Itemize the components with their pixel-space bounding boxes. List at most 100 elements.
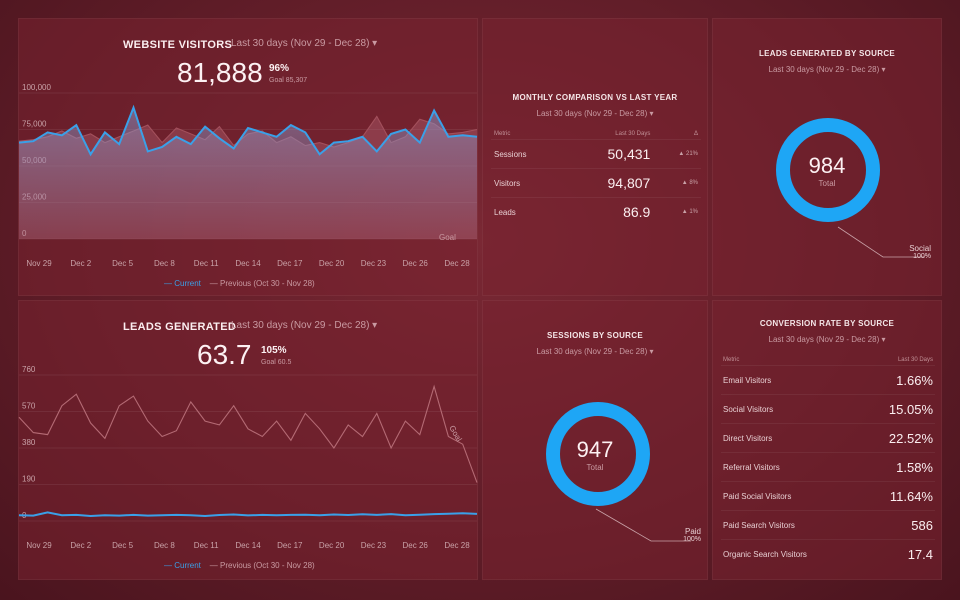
- metric-value: 86.9: [562, 197, 654, 226]
- chart-legend: — Current — Previous (Oct 30 - Nov 28): [164, 561, 315, 570]
- widget-title: MONTHLY COMPARISON VS LAST YEAR: [512, 93, 678, 102]
- donut-ring: [776, 118, 880, 222]
- x-tick-label: Dec 23: [360, 541, 387, 550]
- x-tick-label: Dec 2: [70, 259, 92, 268]
- callout-source: Paid: [684, 527, 701, 536]
- conversion-table: Metric Last 30 Days Email Visitors 1.66%…: [721, 355, 935, 568]
- widget-title: LEADS GENERATED: [123, 321, 237, 333]
- source-name: Organic Search Visitors: [721, 539, 860, 568]
- table-row: Visitors 94,807 ▲ 8%: [491, 168, 701, 198]
- y-tick-label: 570: [22, 402, 36, 411]
- source-value: 22.52%: [859, 423, 935, 453]
- metric-delta: ▲ 8%: [653, 168, 701, 198]
- source-name: Email Visitors: [721, 365, 860, 395]
- callout-percent: 100%: [913, 253, 931, 260]
- goal-text: Goal 85,307: [269, 77, 308, 84]
- col-header: Metric: [494, 131, 511, 137]
- callout-label: Social 100%: [873, 244, 931, 260]
- leads-source-donut: [776, 118, 880, 222]
- donut-total: 947: [576, 437, 614, 462]
- date-range-dropdown[interactable]: Last 30 days (Nov 29 - Dec 28) ▾: [768, 65, 886, 74]
- x-tick-label: Dec 23: [360, 259, 387, 268]
- source-value: 586: [859, 510, 935, 540]
- goal-percent: 105%: [261, 345, 287, 356]
- sessions-by-source-widget: SESSIONS BY SOURCE Last 30 days (Nov 29 …: [482, 300, 708, 580]
- table-row: Direct Visitors 22.52%: [721, 423, 935, 453]
- legend-previous[interactable]: — Previous (Oct 30 - Nov 28): [209, 561, 315, 570]
- col-header: Metric: [723, 357, 740, 363]
- goal-line-label: Goal: [439, 233, 456, 242]
- widget-title: SESSIONS BY SOURCE: [547, 331, 643, 340]
- callout-percent: 100%: [683, 536, 701, 543]
- date-range-dropdown[interactable]: Last 30 days (Nov 29 - Dec 28) ▾: [231, 38, 378, 49]
- widget-title: LEADS GENERATED BY SOURCE: [758, 49, 896, 58]
- date-range-dropdown[interactable]: Last 30 days (Nov 29 - Dec 28) ▾: [536, 109, 654, 118]
- x-tick-label: Dec 26: [402, 541, 428, 550]
- table-row: Sessions 50,431 ▲ 21%: [491, 139, 701, 169]
- metric-delta: ▲ 1%: [653, 197, 701, 226]
- donut-total: 984: [808, 153, 846, 178]
- donut-total-label: Total: [586, 463, 604, 472]
- website-visitors-widget: WEBSITE VISITORS Last 30 days (Nov 29 - …: [18, 18, 478, 296]
- series-line-current: [18, 511, 478, 518]
- y-tick-label: 760: [22, 365, 36, 374]
- x-tick-label: Dec 5: [112, 259, 134, 268]
- source-value: 15.05%: [859, 394, 935, 424]
- metric-name: Sessions: [491, 139, 563, 169]
- x-tick-label: Dec 2: [70, 541, 92, 550]
- widget-title: WEBSITE VISITORS: [123, 39, 233, 51]
- y-tick-label: 100,000: [22, 83, 51, 92]
- col-header: Last 30 Days: [615, 131, 651, 137]
- x-tick-label: Nov 29: [26, 259, 52, 268]
- goal-text: Goal 60.5: [261, 359, 292, 366]
- col-header: Δ: [693, 131, 698, 137]
- metric-delta: ▲ 21%: [653, 139, 701, 169]
- x-tick-label: Dec 17: [277, 259, 303, 268]
- series-line-current: [18, 104, 478, 157]
- x-tick-label: Dec 20: [318, 259, 345, 268]
- donut-total-label: Total: [818, 179, 836, 188]
- source-name: Paid Social Visitors: [721, 481, 860, 511]
- metric-value: 50,431: [562, 139, 654, 169]
- callout-source: Social: [909, 244, 931, 253]
- date-range-dropdown[interactable]: Last 30 days (Nov 29 - Dec 28) ▾: [768, 335, 886, 344]
- x-tick-label: Dec 26: [402, 259, 428, 268]
- x-tick-label: Nov 29: [26, 541, 52, 550]
- table-row: Leads 86.9 ▲ 1%: [491, 197, 701, 226]
- metric-value: 94,807: [562, 168, 654, 198]
- legend-current[interactable]: — Current: [164, 279, 201, 288]
- date-range-dropdown[interactable]: Last 30 days (Nov 29 - Dec 28) ▾: [231, 320, 378, 331]
- x-tick-label: Dec 11: [193, 259, 219, 268]
- source-value: 17.4: [859, 539, 935, 568]
- x-tick-label: Dec 14: [235, 259, 261, 268]
- x-tick-label: Dec 17: [277, 541, 303, 550]
- legend-current[interactable]: — Current: [164, 561, 201, 570]
- table-row: Paid Social Visitors 11.64%: [721, 481, 935, 511]
- sessions-source-donut: [546, 402, 650, 506]
- widget-title: CONVERSION RATE BY SOURCE: [759, 319, 895, 328]
- series-area-current: [19, 107, 477, 239]
- source-value: 1.66%: [859, 365, 935, 395]
- legend-previous[interactable]: — Previous (Oct 30 - Nov 28): [209, 279, 315, 288]
- metric-name: Leads: [491, 197, 563, 226]
- x-tick-label: Dec 8: [153, 541, 175, 550]
- x-tick-label: Dec 5: [112, 541, 134, 550]
- donut-ring: [546, 402, 650, 506]
- source-name: Social Visitors: [721, 394, 860, 424]
- callout-label: Paid 100%: [643, 527, 701, 543]
- source-value: 11.64%: [859, 481, 935, 511]
- series-line-previous: [18, 384, 478, 483]
- col-header: Last 30 Days: [897, 357, 933, 363]
- x-tick-label: Dec 8: [153, 259, 175, 268]
- source-name: Referral Visitors: [721, 452, 860, 482]
- main-value: 81,888: [177, 57, 263, 88]
- x-tick-label: Dec 14: [235, 541, 261, 550]
- table-row: Organic Search Visitors 17.4: [721, 539, 935, 568]
- callout-line: [837, 226, 925, 258]
- x-tick-label: Dec 20: [318, 541, 345, 550]
- table-row: Email Visitors 1.66%: [721, 365, 935, 395]
- date-range-dropdown[interactable]: Last 30 days (Nov 29 - Dec 28) ▾: [536, 347, 654, 356]
- x-tick-label: Dec 28: [444, 541, 470, 550]
- goal-percent: 96%: [269, 63, 290, 74]
